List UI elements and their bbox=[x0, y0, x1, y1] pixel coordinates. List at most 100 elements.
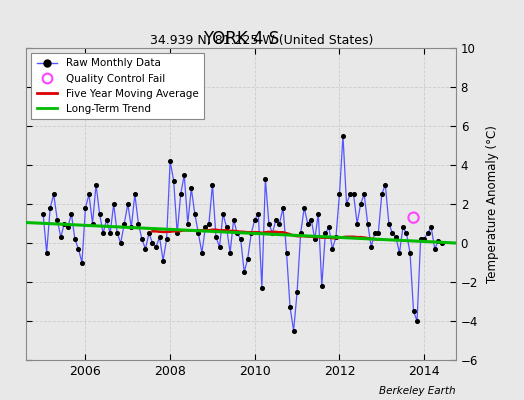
Point bbox=[367, 244, 375, 250]
Point bbox=[205, 220, 213, 227]
Point bbox=[297, 230, 305, 236]
Point bbox=[173, 230, 181, 236]
Point bbox=[155, 234, 163, 240]
Point bbox=[300, 205, 309, 211]
Point bbox=[360, 191, 368, 198]
Point bbox=[413, 318, 421, 324]
Point bbox=[417, 236, 425, 242]
Point bbox=[219, 210, 227, 217]
Point bbox=[89, 220, 97, 227]
Point bbox=[102, 216, 111, 223]
Point bbox=[201, 224, 210, 230]
Point bbox=[240, 269, 248, 276]
Point bbox=[427, 224, 435, 230]
Point bbox=[356, 201, 365, 207]
Point bbox=[95, 210, 104, 217]
Point bbox=[42, 250, 51, 256]
Point bbox=[438, 240, 446, 246]
Point bbox=[53, 216, 61, 223]
Point bbox=[208, 181, 216, 188]
Point bbox=[183, 220, 192, 227]
Point bbox=[138, 236, 146, 242]
Point bbox=[332, 234, 340, 240]
Point bbox=[364, 220, 372, 227]
Point bbox=[303, 220, 312, 227]
Point bbox=[275, 220, 283, 227]
Point bbox=[78, 259, 86, 266]
Point bbox=[152, 244, 160, 250]
Point bbox=[423, 230, 432, 236]
Point bbox=[177, 191, 185, 198]
Point bbox=[50, 191, 58, 198]
Text: 34.939 N, 81.225 W (United States): 34.939 N, 81.225 W (United States) bbox=[150, 34, 374, 47]
Point bbox=[272, 216, 280, 223]
Point bbox=[350, 191, 358, 198]
Point bbox=[215, 244, 224, 250]
Point bbox=[46, 205, 54, 211]
Y-axis label: Temperature Anomaly (°C): Temperature Anomaly (°C) bbox=[486, 125, 499, 283]
Point bbox=[244, 255, 252, 262]
Point bbox=[141, 246, 150, 252]
Point bbox=[402, 230, 411, 236]
Point bbox=[120, 220, 128, 227]
Point bbox=[99, 230, 107, 236]
Point bbox=[247, 230, 256, 236]
Text: Berkeley Earth: Berkeley Earth bbox=[379, 386, 456, 396]
Point bbox=[392, 234, 400, 240]
Point bbox=[339, 132, 347, 139]
Point bbox=[230, 216, 238, 223]
Point bbox=[110, 201, 118, 207]
Point bbox=[124, 201, 132, 207]
Point bbox=[191, 210, 199, 217]
Point bbox=[289, 328, 298, 334]
Point bbox=[258, 285, 266, 291]
Point bbox=[431, 246, 439, 252]
Point bbox=[325, 224, 333, 230]
Point bbox=[254, 210, 263, 217]
Point bbox=[261, 176, 269, 182]
Point bbox=[57, 234, 65, 240]
Point bbox=[39, 210, 47, 217]
Point bbox=[378, 191, 386, 198]
Point bbox=[81, 205, 90, 211]
Point bbox=[236, 236, 245, 242]
Point bbox=[113, 230, 122, 236]
Point bbox=[268, 230, 277, 236]
Point bbox=[162, 236, 171, 242]
Point bbox=[60, 220, 69, 227]
Point bbox=[406, 250, 414, 256]
Point bbox=[434, 238, 442, 244]
Point bbox=[166, 158, 174, 164]
Point bbox=[63, 224, 72, 230]
Point bbox=[420, 236, 428, 242]
Point bbox=[395, 250, 403, 256]
Point bbox=[399, 224, 407, 230]
Point bbox=[71, 236, 79, 242]
Point bbox=[328, 246, 336, 252]
Title: YORK 4 S: YORK 4 S bbox=[203, 30, 279, 48]
Point bbox=[74, 246, 83, 252]
Point bbox=[198, 250, 206, 256]
Point bbox=[353, 220, 362, 227]
Point bbox=[226, 250, 234, 256]
Point bbox=[130, 191, 139, 198]
Point bbox=[127, 224, 136, 230]
Point bbox=[159, 257, 167, 264]
Point bbox=[92, 181, 100, 188]
Point bbox=[314, 210, 322, 217]
Point bbox=[134, 220, 143, 227]
Point bbox=[385, 220, 393, 227]
Point bbox=[169, 178, 178, 184]
Point bbox=[388, 230, 397, 236]
Point bbox=[212, 234, 220, 240]
Point bbox=[307, 216, 315, 223]
Point bbox=[180, 172, 189, 178]
Point bbox=[222, 224, 231, 230]
Point bbox=[85, 191, 93, 198]
Point bbox=[374, 230, 383, 236]
Point bbox=[187, 185, 195, 192]
Point bbox=[346, 191, 354, 198]
Point bbox=[282, 250, 291, 256]
Legend: Raw Monthly Data, Quality Control Fail, Five Year Moving Average, Long-Term Tren: Raw Monthly Data, Quality Control Fail, … bbox=[31, 53, 204, 119]
Point bbox=[293, 288, 301, 295]
